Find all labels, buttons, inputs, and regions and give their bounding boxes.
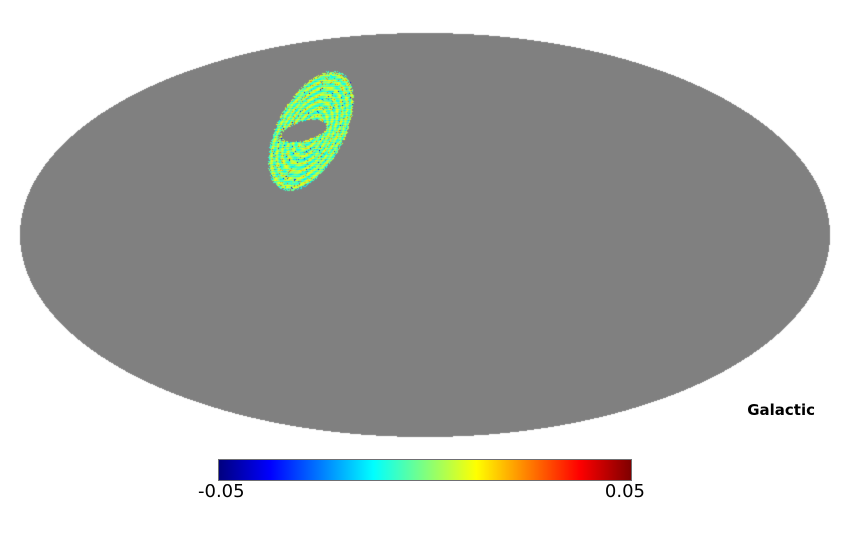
colorbar[interactable] <box>218 459 632 481</box>
coordinate-system-label: Galactic <box>747 401 815 419</box>
colorbar-max-tick-label: 0.05 <box>604 481 645 502</box>
colorbar-gradient <box>218 459 632 481</box>
colorbar-min-tick-label: -0.05 <box>198 481 245 502</box>
